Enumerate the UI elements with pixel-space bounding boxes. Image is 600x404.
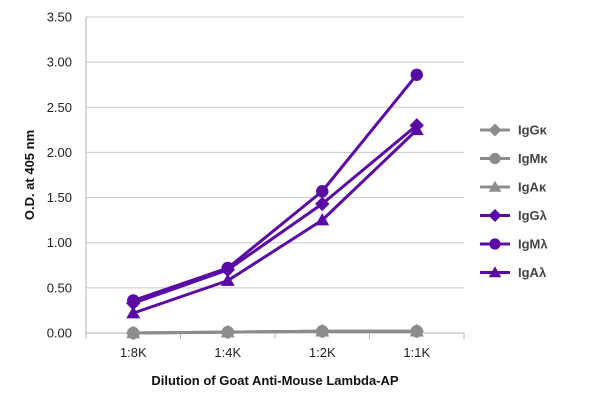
x-tick-label: 1:4K bbox=[214, 345, 241, 360]
data-point bbox=[315, 196, 330, 212]
legend-item: IgGκ bbox=[480, 123, 548, 138]
y-axis-title: O.D. at 405 nm bbox=[22, 130, 37, 220]
legend-label: IgMκ bbox=[518, 151, 548, 166]
y-tick-label: 3.50 bbox=[47, 10, 72, 25]
y-tick-label: 2.50 bbox=[47, 100, 72, 115]
legend-item: IgAκ bbox=[480, 180, 547, 195]
legend-label: IgGκ bbox=[518, 123, 548, 138]
legend-swatch-marker bbox=[489, 238, 501, 250]
legend-swatch-marker bbox=[488, 180, 502, 192]
y-tick-label: 0.50 bbox=[47, 280, 72, 295]
series-circle-lambda bbox=[127, 68, 423, 307]
data-point bbox=[409, 122, 424, 136]
data-point bbox=[127, 294, 140, 307]
data-point bbox=[409, 324, 424, 337]
series-line bbox=[133, 329, 417, 335]
legend-swatch-marker bbox=[489, 152, 501, 165]
x-axis-ticks: 1:8K 1:4K 1:2K 1:1K bbox=[85, 333, 465, 360]
legend-swatch-marker bbox=[488, 123, 502, 137]
legend: IgGκ IgMκ IgAκ IgGλ IgMλ IgAλ bbox=[480, 123, 548, 280]
data-point bbox=[126, 326, 141, 339]
data-point bbox=[221, 261, 234, 275]
legend-label: IgGλ bbox=[518, 208, 548, 223]
series-line bbox=[132, 124, 418, 305]
x-tick-label: 1:1K bbox=[403, 345, 430, 360]
series-group bbox=[126, 68, 424, 341]
data-point bbox=[315, 213, 330, 226]
x-tick-label: 1:2K bbox=[309, 345, 336, 360]
y-tick-label: 2.00 bbox=[47, 145, 72, 160]
data-point bbox=[126, 306, 141, 319]
series-triangle-kappa bbox=[126, 324, 424, 339]
series-diamond-lambda bbox=[126, 118, 424, 311]
legend-swatch-marker bbox=[488, 209, 502, 222]
series-triangle-lambda bbox=[126, 122, 424, 319]
series-line bbox=[132, 73, 418, 302]
y-tick-label: 0.00 bbox=[47, 326, 72, 341]
legend-item: IgAλ bbox=[480, 265, 547, 280]
data-point bbox=[316, 185, 329, 198]
series-line bbox=[132, 128, 418, 315]
grid-lines bbox=[85, 16, 464, 334]
x-tick-label: 1:8K bbox=[120, 345, 147, 360]
x-axis-title: Dilution of Goat Anti-Mouse Lambda-AP bbox=[151, 373, 399, 388]
legend-label: IgAλ bbox=[518, 265, 547, 280]
legend-item: IgMλ bbox=[480, 237, 548, 252]
legend-label: IgAκ bbox=[518, 180, 547, 195]
legend-item: IgMκ bbox=[480, 151, 548, 166]
legend-item: IgGλ bbox=[480, 208, 548, 223]
data-point bbox=[220, 273, 235, 286]
legend-label: IgMλ bbox=[518, 237, 548, 252]
data-point bbox=[315, 324, 330, 337]
legend-swatch-marker bbox=[488, 266, 502, 278]
data-point bbox=[410, 68, 423, 81]
y-tick-label: 1.00 bbox=[47, 235, 72, 250]
y-tick-label: 3.00 bbox=[47, 55, 72, 70]
data-point bbox=[220, 325, 235, 338]
y-tick-label: 1.50 bbox=[47, 190, 72, 205]
y-axis-ticks: 0.00 0.50 1.00 1.50 2.00 2.50 3.00 3.50 bbox=[47, 10, 72, 341]
